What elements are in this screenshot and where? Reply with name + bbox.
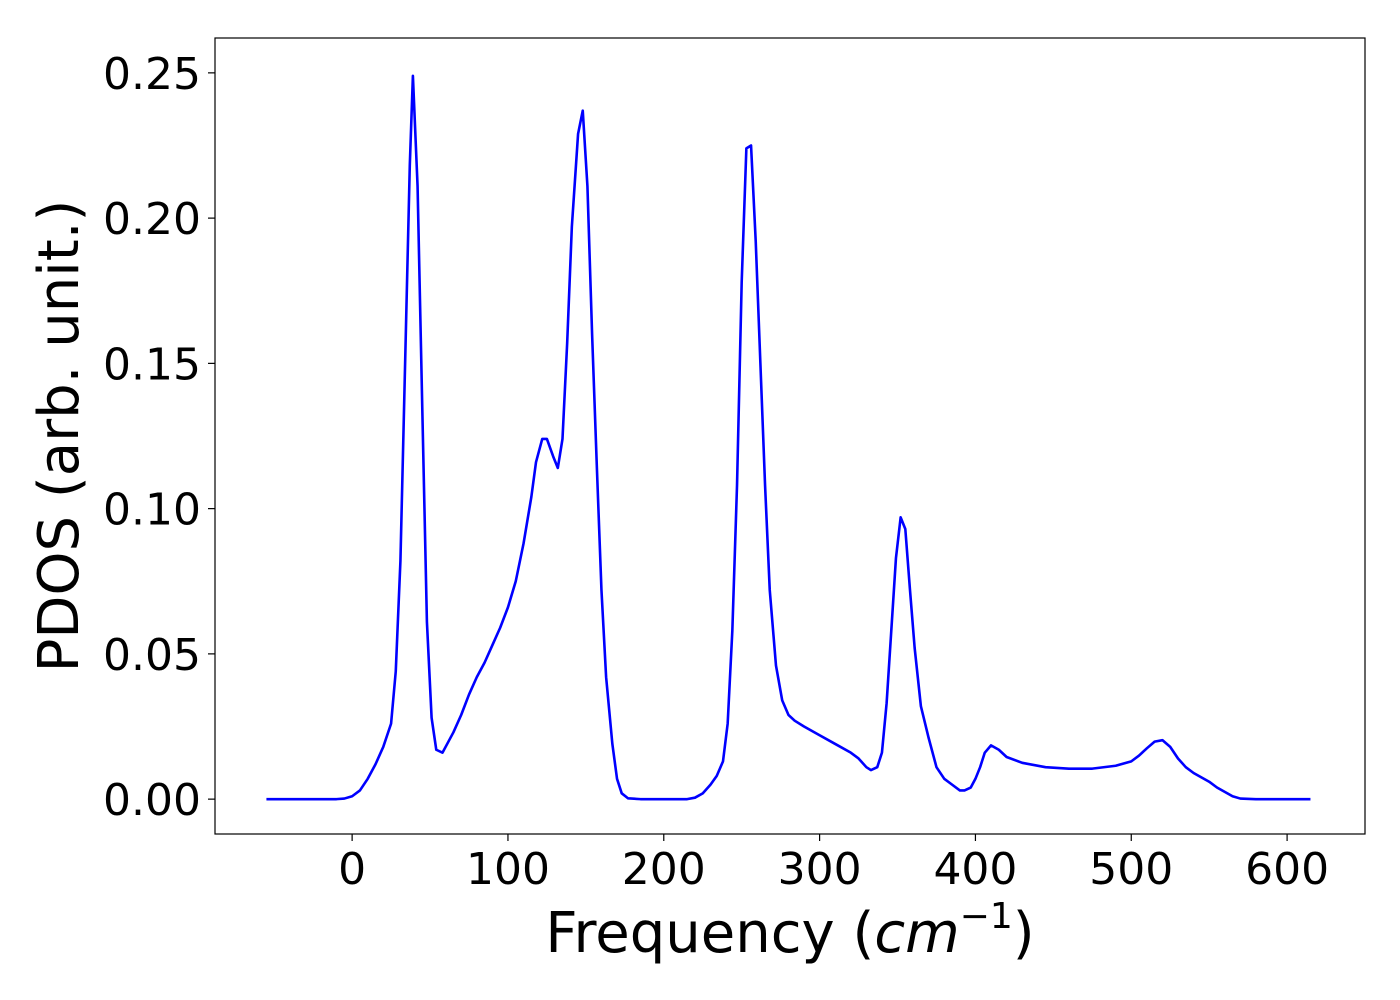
x-tick-label: 500 [1089, 844, 1173, 895]
plot-background [215, 38, 1365, 834]
y-tick-label: 0.05 [103, 630, 201, 681]
x-tick-label: 600 [1245, 844, 1329, 895]
x-tick-label: 100 [466, 844, 550, 895]
series-layer [266, 74, 1311, 801]
y-tick-label: 0.10 [103, 485, 201, 536]
x-tick-label: 200 [622, 844, 706, 895]
y-tick-label: 0.25 [103, 49, 201, 100]
x-axis-title-close: ) [1013, 901, 1035, 966]
x-axis-title-unit: cm [874, 901, 959, 966]
x-axis-title: Frequency (cm−1) [545, 896, 1034, 966]
plot-frame [214, 37, 1366, 835]
y-tick-label: 0.20 [103, 194, 201, 245]
x-tick-label: 0 [338, 844, 366, 895]
x-tick-label: 300 [778, 844, 862, 895]
x-tick-label: 400 [933, 844, 1017, 895]
y-axis-title: PDOS (arb. unit.) [27, 200, 92, 673]
series-line-1 [266, 74, 1311, 801]
y-tick-label: 0.00 [103, 775, 201, 826]
y-tick-label: 0.15 [103, 339, 201, 390]
axis-ticks: 0 100 200 300 400 500 600 0.00 0.05 0.10 0.15 0.20 0… [103, 49, 1329, 895]
x-axis-title-text: Frequency ( [545, 901, 874, 966]
x-axis-title-exponent: −1 [960, 896, 1013, 937]
